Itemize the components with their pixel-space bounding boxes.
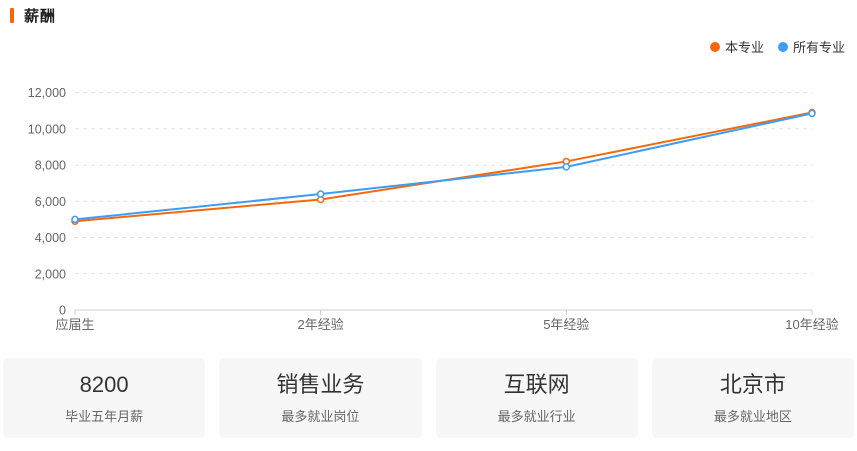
x-axis-label: 2年经验 (298, 317, 344, 332)
x-axis-label: 10年经验 (785, 317, 838, 332)
legend-label: 本专业 (724, 40, 764, 55)
card-top-job: 销售业务 最多就业岗位 (219, 358, 422, 438)
card-label: 最多就业岗位 (281, 409, 360, 424)
card-value: 销售业务 (276, 372, 365, 397)
y-axis-label: 4,000 (35, 231, 66, 245)
chart-legend: 本专业 所有专业 (709, 37, 845, 56)
card-value: 8200 (79, 372, 129, 397)
x-axis-label: 5年经验 (543, 317, 589, 332)
legend-label: 所有专业 (792, 40, 845, 55)
card-top-industry: 互联网 最多就业行业 (435, 358, 638, 438)
data-point-marker (316, 190, 325, 198)
card-label: 最多就业行业 (497, 409, 576, 424)
x-axis-label: 应届生 (55, 317, 94, 332)
legend-dot-icon (709, 41, 720, 52)
card-value: 北京市 (719, 372, 786, 397)
data-point-marker (562, 163, 571, 171)
y-axis-label: 0 (59, 304, 66, 318)
legend-item-own-major[interactable]: 本专业 (709, 37, 764, 56)
y-axis-label: 10,000 (28, 122, 66, 136)
accent-bar (10, 8, 14, 23)
series-line-1 (74, 112, 813, 221)
y-axis-label: 6,000 (35, 195, 66, 209)
y-axis-label: 12,000 (28, 86, 66, 100)
page-title: 薪酬 (24, 8, 57, 25)
section-header: 薪酬 (10, 5, 56, 26)
summary-cards: 8200 毕业五年月薪 销售业务 最多就业岗位 互联网 最多就业行业 北京市 最… (3, 358, 854, 438)
y-axis-label: 2,000 (35, 267, 66, 281)
data-point-marker (808, 109, 816, 118)
card-top-region: 北京市 最多就业地区 (651, 358, 854, 438)
legend-item-all-majors[interactable]: 所有专业 (777, 37, 845, 56)
salary-line-chart: 0 2,000 4,000 6,000 8,000 10,000 12,000 应届生 2年经验… (0, 80, 857, 348)
card-value: 互联网 (503, 372, 570, 397)
card-label: 最多就业地区 (713, 409, 792, 424)
legend-dot-icon (777, 41, 788, 52)
card-label: 毕业五年月薪 (65, 409, 144, 424)
line-chart-svg: 0 2,000 4,000 6,000 8,000 10,000 12,000 应届生 2年经验… (28, 86, 839, 332)
y-axis-label: 8,000 (35, 159, 66, 173)
data-point-marker (71, 215, 79, 224)
card-five-year-salary: 8200 毕业五年月薪 (3, 358, 206, 438)
